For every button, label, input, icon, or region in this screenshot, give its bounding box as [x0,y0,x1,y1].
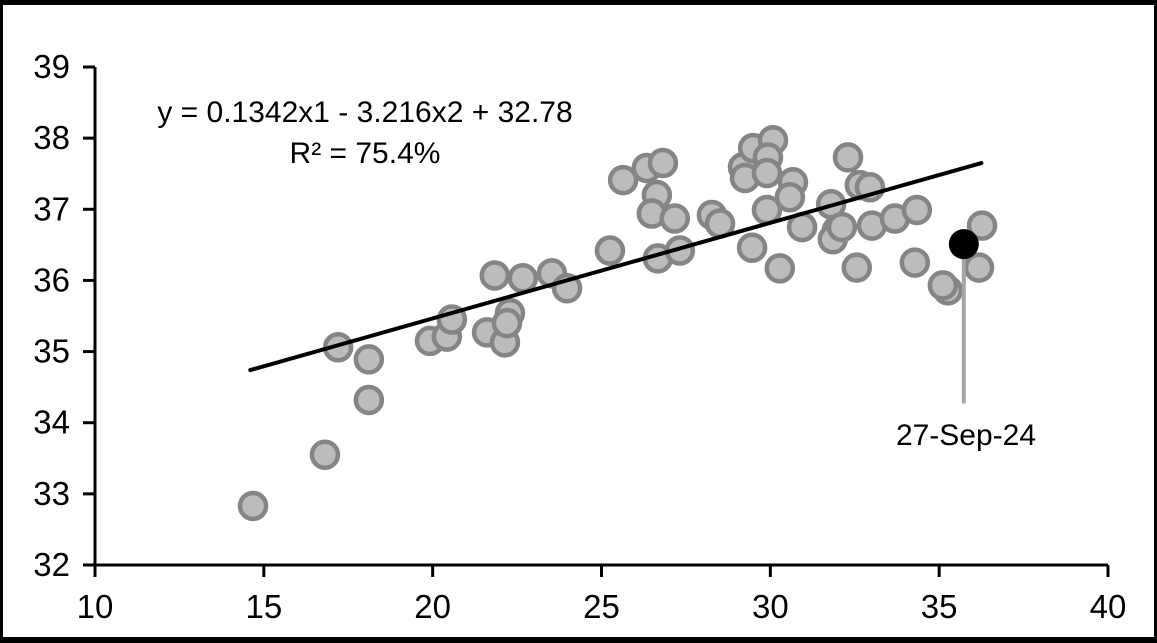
y-axis-tick-label: 35 [33,333,70,370]
regression-equation: y = 0.1342x1 - 3.216x2 + 32.78 R² = 75.4… [137,92,593,174]
x-axis-tick-label: 15 [245,588,282,625]
x-axis-tick-label: 20 [414,588,451,625]
scatter-point [507,263,539,294]
y-axis-tick-label: 37 [33,190,70,227]
scatter-point [594,235,626,266]
highlight-point [948,229,979,260]
y-axis-tick-label: 36 [33,261,70,298]
scatter-point [237,490,269,522]
scatter-point [764,253,796,284]
x-axis-tick-label: 35 [921,588,958,625]
x-axis-tick-label: 10 [77,588,114,625]
scatter-point [832,142,864,173]
scatter-point [826,211,858,243]
r-squared-text: R² = 75.4% [289,137,441,170]
scatter-point [774,181,806,213]
scatter-point [647,147,679,179]
scatter-point [841,252,873,283]
scatter-point [491,307,523,339]
scatter-point [309,439,341,470]
scatter-chart: 10 15 20 25 30 35 40 32 33 34 35 36 37 38 39 [33,48,1127,625]
scatter-point [736,232,768,263]
equation-text: y = 0.1342x1 - 3.216x2 + 32.78 [157,96,573,129]
scatter-point [899,247,931,278]
scatter-point [659,203,691,234]
scatter-point [963,252,995,283]
trend-line [248,161,984,373]
x-axis-tick-label: 40 [1090,588,1127,625]
scatter-point [479,260,511,291]
y-axis-tick-label: 39 [33,48,70,85]
y-axis-tick-label: 34 [33,404,70,441]
scatter-point [607,164,639,196]
x-axis-tick-label: 25 [583,588,620,625]
y-axis-tick-label: 32 [33,546,70,583]
scatter-point [901,194,933,226]
scatter-point [353,384,385,416]
scatter-point [353,344,385,375]
scatter-point [927,270,959,301]
scatter-point [751,157,783,189]
date-annotation-label: 27-Sep-24 [895,419,1037,452]
y-axis-tick-label: 38 [33,119,70,156]
x-axis-tick-label: 30 [752,588,789,625]
scatter-point [966,210,998,241]
y-axis-tick-label: 33 [33,475,70,512]
